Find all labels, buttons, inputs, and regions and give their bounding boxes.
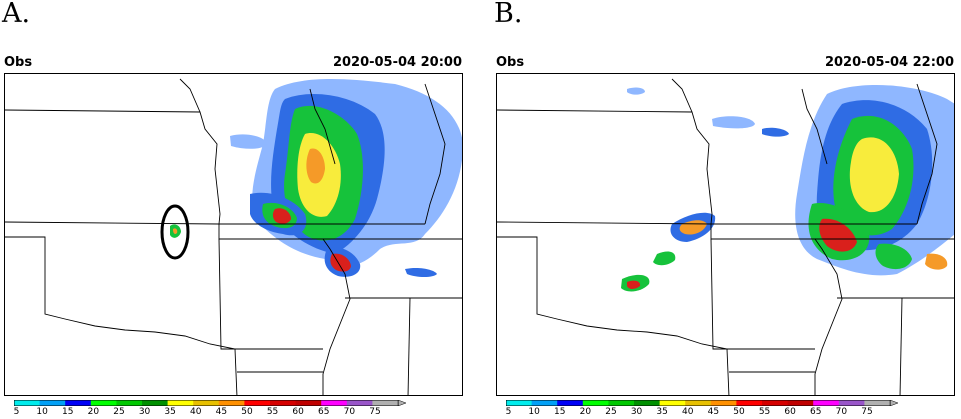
colorbar-segment: [531, 400, 558, 406]
highlight-circle: [160, 204, 190, 260]
colorbar-tick-label: 65: [318, 407, 330, 417]
colorbar-extend-arrow: [889, 400, 898, 406]
colorbar-tick-label: 10: [36, 407, 48, 417]
colorbar-segment: [321, 400, 348, 406]
colorbar-tick-label: 30: [138, 407, 151, 417]
radar-map: [496, 73, 955, 396]
colorbar-segment: [557, 400, 584, 406]
colorbar-segment: [634, 400, 661, 406]
colorbar-segment: [506, 400, 533, 406]
colorbar-tick-label: 35: [656, 407, 668, 417]
colorbar-segment: [218, 400, 245, 406]
colorbar-segment: [270, 400, 297, 406]
colorbar-svg: [14, 400, 406, 406]
colorbar-segment: [116, 400, 143, 406]
colorbar-tick-label: 25: [605, 407, 617, 417]
colorbar-tick-label: 15: [554, 407, 566, 417]
colorbar-segment: [685, 400, 712, 406]
colorbar-outline: [506, 400, 891, 406]
panel-letter: A.: [2, 0, 31, 29]
colorbar-extend-arrow: [397, 400, 406, 406]
radar-echoes: [170, 79, 462, 277]
colorbar-tick-label: 35: [164, 407, 176, 417]
colorbar-segment: [787, 400, 814, 406]
state-borders: [497, 78, 954, 395]
colorbar-segment: [736, 400, 763, 406]
colorbar-tick-label: 75: [369, 407, 381, 417]
colorbar-segment: [90, 400, 117, 406]
colorbar-tick-label: 65: [810, 407, 822, 417]
colorbar-segment: [244, 400, 271, 406]
colorbar-segment: [39, 400, 66, 406]
colorbar-segment: [372, 400, 399, 406]
colorbar-segment: [608, 400, 635, 406]
colorbar-segment: [762, 400, 789, 406]
colorbar-segment: [582, 400, 609, 406]
colorbar-tick-label: 75: [861, 407, 873, 417]
colorbar-tick-label: 5: [505, 407, 512, 417]
colorbar: [506, 400, 898, 406]
colorbar-tick-label: 15: [62, 407, 74, 417]
colorbar-tick-label: 30: [630, 407, 643, 417]
colorbar-tick-label: 20: [579, 407, 592, 417]
colorbar-segment: [346, 400, 373, 406]
colorbar-segment: [813, 400, 840, 406]
colorbar-tick-label: 60: [292, 407, 304, 417]
colorbar-tick-label: 50: [241, 407, 253, 417]
colorbar-segment: [710, 400, 737, 406]
colorbar-tick-label: 55: [266, 407, 279, 417]
colorbar-tick-label: 50: [733, 407, 745, 417]
radar-echoes: [621, 84, 954, 292]
colorbar-segment: [65, 400, 92, 406]
colorbar-tick-label: 5: [13, 407, 20, 417]
map-svg: [497, 78, 954, 395]
radar-map: [4, 73, 463, 396]
colorbar-segment: [142, 400, 169, 406]
state-borders: [5, 78, 462, 395]
colorbar-ticks: 5 10 15 20 25 30 35 40 45 50 55 60 65 70 75: [14, 407, 406, 419]
panel-letter: B.: [494, 0, 523, 29]
colorbar-segment: [659, 400, 686, 406]
panel-b: B. Obs 2020-05-04 22:00: [492, 0, 961, 419]
panel-a: A. Obs 2020-05-04 20:00: [0, 0, 470, 419]
colorbar-segment: [295, 400, 322, 406]
colorbar-segment: [14, 400, 41, 406]
colorbar-tick-label: 20: [87, 407, 100, 417]
source-label: Obs: [4, 55, 33, 70]
timestamp-label: 2020-05-04 22:00: [824, 55, 954, 70]
colorbar-segment: [167, 400, 194, 406]
timestamp-label: 2020-05-04 20:00: [332, 55, 462, 70]
colorbar-segment: [864, 400, 891, 406]
colorbar-tick-label: 70: [835, 407, 848, 417]
colorbar-tick-label: 10: [528, 407, 540, 417]
map-svg: [5, 78, 462, 395]
colorbar: [14, 400, 406, 406]
colorbar-segment: [838, 400, 865, 406]
colorbar-segment: [193, 400, 220, 406]
colorbar-tick-label: 40: [190, 407, 202, 417]
source-label: Obs: [496, 55, 525, 70]
colorbar-tick-label: 40: [682, 407, 694, 417]
colorbar-tick-label: 60: [784, 407, 796, 417]
colorbar-svg: [506, 400, 898, 406]
colorbar-tick-label: 55: [758, 407, 771, 417]
colorbar-tick-label: 25: [113, 407, 125, 417]
colorbar-tick-label: 45: [707, 407, 720, 417]
colorbar-tick-label: 45: [215, 407, 228, 417]
colorbar-outline: [14, 400, 399, 406]
colorbar-ticks: 5 10 15 20 25 30 35 40 45 50 55 60 65 70 75: [506, 407, 898, 419]
colorbar-tick-label: 70: [343, 407, 356, 417]
